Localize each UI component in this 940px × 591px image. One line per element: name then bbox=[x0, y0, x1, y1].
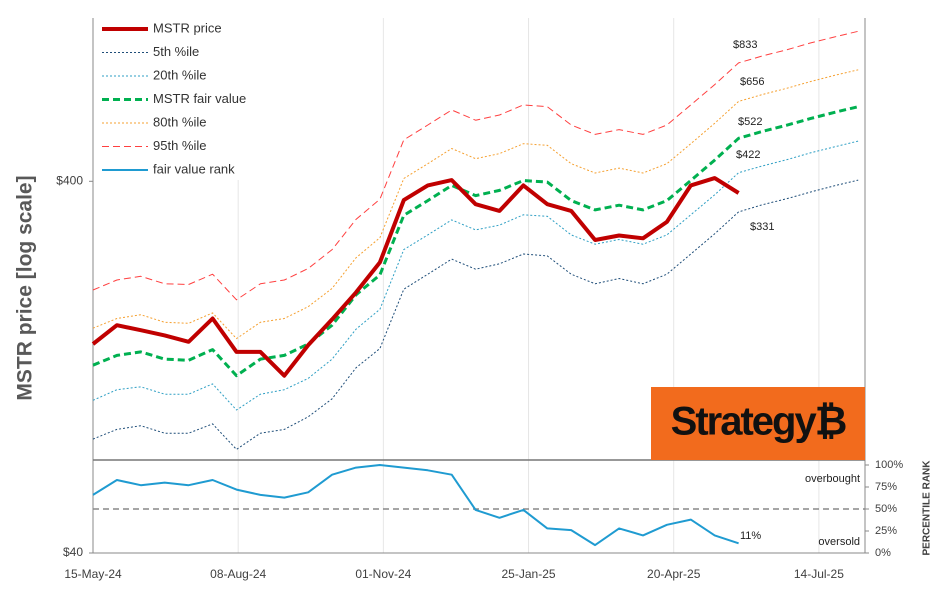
y2-tick-label: 50% bbox=[875, 503, 897, 515]
x-tick-label: 15-May-24 bbox=[64, 567, 122, 581]
legend-label: 5th %ile bbox=[153, 44, 199, 59]
x-tick-label: 14-Jul-25 bbox=[794, 567, 844, 581]
logo-box bbox=[651, 387, 865, 460]
legend: MSTR price 5th %ile 20th %ile MSTR fair val… bbox=[94, 18, 264, 180]
legend-label: 95th %ile bbox=[153, 138, 206, 153]
series-line bbox=[92, 179, 859, 450]
x-tick-label: 08-Aug-24 bbox=[210, 567, 266, 581]
series-line bbox=[92, 464, 739, 547]
y-axis-label: MSTR price [log scale] bbox=[14, 175, 37, 400]
y2-tick-label: 0% bbox=[875, 547, 891, 559]
series-line bbox=[92, 69, 859, 340]
logo-text: Strategy₿ bbox=[671, 400, 846, 444]
legend-label: 80th %ile bbox=[153, 114, 206, 129]
x-tick-label: 25-Jan-25 bbox=[502, 567, 556, 581]
annotation: oversold bbox=[818, 536, 860, 548]
legend-box bbox=[94, 18, 264, 180]
annotation: overbought bbox=[805, 473, 860, 485]
y2-axis-label: PERCENTILE RANK bbox=[922, 460, 933, 556]
y2-tick-label: 100% bbox=[875, 459, 903, 471]
annotation: $422 bbox=[736, 149, 760, 161]
legend-label: 20th %ile bbox=[153, 67, 206, 82]
y2-tick-label: 25% bbox=[875, 525, 897, 537]
y-tick-label: $40 bbox=[63, 545, 83, 559]
annotation: 11% bbox=[740, 530, 761, 542]
annotation: $331 bbox=[750, 221, 774, 233]
logo: Strategy₿ bbox=[651, 387, 865, 460]
annotation: $656 bbox=[740, 76, 764, 88]
y-tick-label: $400 bbox=[56, 173, 83, 187]
series-line bbox=[91, 176, 740, 378]
series-line bbox=[92, 140, 859, 411]
series-line bbox=[92, 30, 859, 301]
x-tick-label: 20-Apr-25 bbox=[647, 567, 701, 581]
x-tick-label: 01-Nov-24 bbox=[355, 567, 411, 581]
y2-tick-label: 75% bbox=[875, 481, 897, 493]
series-line bbox=[92, 105, 859, 378]
legend-label: fair value rank bbox=[153, 161, 235, 176]
legend-label: MSTR price bbox=[153, 20, 222, 35]
annotation: $833 bbox=[733, 39, 757, 51]
annotation: $522 bbox=[738, 116, 762, 128]
legend-label: MSTR fair value bbox=[153, 91, 246, 106]
